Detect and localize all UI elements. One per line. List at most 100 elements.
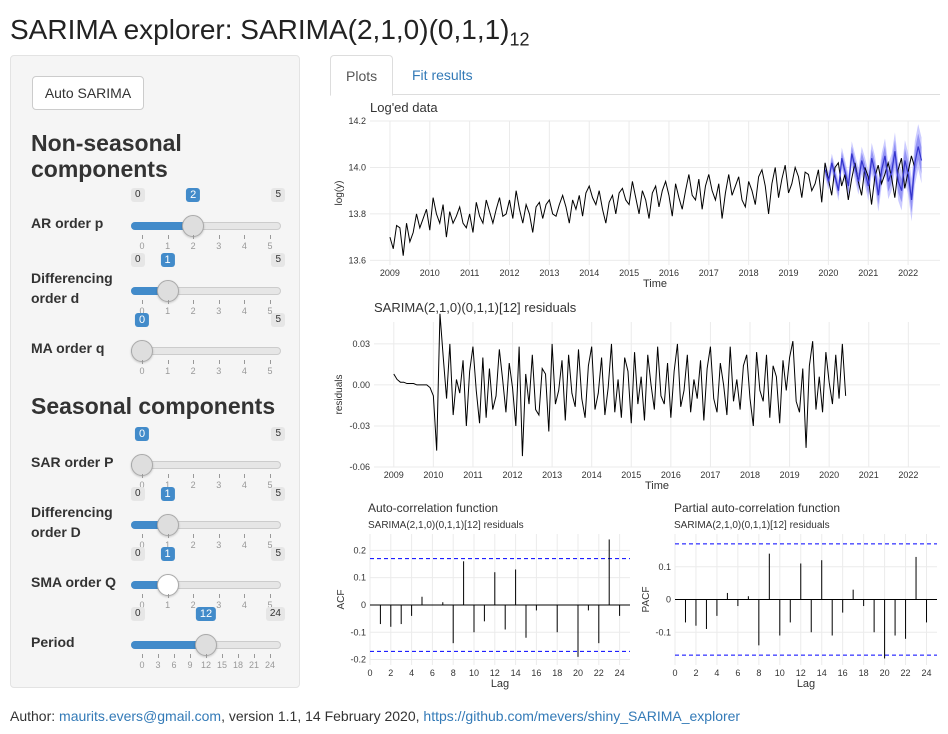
slider-handle[interactable] xyxy=(195,634,217,656)
slider-tick xyxy=(254,654,255,658)
slider-tick-label: 2 xyxy=(190,241,196,251)
slider-fill xyxy=(131,222,194,230)
slider-tick-label: 5 xyxy=(267,480,273,490)
slider-ticks: 0 1 2 3 4 5 xyxy=(131,474,281,490)
slider-tick xyxy=(142,534,143,538)
slider-tick xyxy=(244,300,246,304)
slider-tick-label: 4 xyxy=(241,480,247,490)
tab-plots[interactable]: Plots xyxy=(330,55,394,96)
slider-tick-label: 4 xyxy=(241,306,247,316)
x-tick-label: 6 xyxy=(735,668,740,678)
slider-tick xyxy=(270,534,271,538)
y-axis-title: residuals xyxy=(334,374,345,414)
slider-min-label: 0 xyxy=(131,253,145,267)
slider-tick xyxy=(218,300,220,304)
slider-handle[interactable] xyxy=(156,514,179,536)
x-tick-label: 2014 xyxy=(582,470,602,480)
slider-label-ma: MA order q xyxy=(31,340,105,356)
seasonal-heading: Seasonal components xyxy=(31,393,276,419)
x-tick-label: 10 xyxy=(775,668,785,678)
x-tick-label: 4 xyxy=(409,668,414,678)
slider-ar[interactable]: 0 5 2 0 1 2 3 4 5 xyxy=(131,188,291,251)
slider-tick-label: 2 xyxy=(190,480,196,490)
slider-tick-label: 0 xyxy=(139,660,145,670)
x-tick-label: 2 xyxy=(693,668,698,678)
slider-value-label: 2 xyxy=(186,188,201,202)
y-tick-label: 0.1 xyxy=(353,573,366,583)
slider-label-sd: Differencing order D xyxy=(31,504,113,540)
slider-label-d: Differencing order d xyxy=(31,270,113,306)
y-tick-label: 14.0 xyxy=(348,162,366,172)
slider-min-label: 0 xyxy=(131,188,145,202)
slider-tick xyxy=(218,474,220,478)
slider-handle[interactable] xyxy=(131,340,153,362)
sidebar-panel: Auto SARIMA Non-seasonal components Seas… xyxy=(10,55,300,688)
slider-tick-label: 5 xyxy=(267,540,273,550)
slider-sar[interactable]: 5 0 0 1 2 3 4 5 xyxy=(131,427,291,490)
x-tick-label: 22 xyxy=(901,668,911,678)
slider-track[interactable] xyxy=(131,347,281,355)
y-tick-label: 13.8 xyxy=(348,209,366,219)
slider-tick-label: 0 xyxy=(139,306,145,316)
slider-fill xyxy=(131,521,168,529)
slider-tick xyxy=(270,594,271,598)
slider-tick-label: 3 xyxy=(216,241,222,251)
x-tick-label: 12 xyxy=(796,668,806,678)
slider-tick xyxy=(270,235,271,239)
author-email-link[interactable]: maurits.evers@gmail.com xyxy=(59,708,222,724)
x-tick-label: 6 xyxy=(430,668,435,678)
x-tick-label: 2012 xyxy=(499,268,519,278)
slider-tick xyxy=(193,300,195,304)
y-tick-label: -0.2 xyxy=(350,655,366,665)
slider-tick-label: 24 xyxy=(264,660,276,670)
slider-track[interactable] xyxy=(131,461,281,469)
slider-tick xyxy=(218,360,220,364)
x-tick-label: 24 xyxy=(922,668,932,678)
slider-tick xyxy=(193,235,195,239)
x-tick-label: 12 xyxy=(490,668,500,678)
x-tick-label: 2015 xyxy=(621,470,641,480)
y-axis-title: log(y) xyxy=(334,180,345,205)
slider-tick xyxy=(238,654,239,658)
slider-tick xyxy=(142,360,143,364)
slider-tick xyxy=(218,235,220,239)
slider-tick-label: 4 xyxy=(241,366,247,376)
x-tick-label: 0 xyxy=(367,668,372,678)
slider-tick xyxy=(142,474,143,478)
slider-tick xyxy=(218,534,220,538)
slider-tick-label: 2 xyxy=(190,366,196,376)
auto-sarima-button[interactable]: Auto SARIMA xyxy=(32,76,144,110)
github-link[interactable]: https://github.com/mevers/shiny_SARIMA_e… xyxy=(423,708,741,724)
slider-tick-label: 3 xyxy=(216,480,222,490)
chart-title: Partial auto-correlation function xyxy=(674,501,840,515)
slider-tick xyxy=(174,654,175,658)
y-tick-label: -0.06 xyxy=(349,462,370,472)
x-tick-label: 2017 xyxy=(700,470,720,480)
slider-tick-label: 5 xyxy=(267,600,273,610)
slider-tick xyxy=(142,300,143,304)
slider-max-label: 5 xyxy=(271,188,285,202)
slider-handle[interactable] xyxy=(156,280,179,302)
slider-tick xyxy=(244,534,246,538)
slider-handle[interactable] xyxy=(182,215,205,237)
slider-handle[interactable] xyxy=(156,574,179,596)
y-tick-label: 0 xyxy=(361,600,366,610)
slider-ticks: 0 1 2 3 4 5 xyxy=(131,360,281,376)
slider-tick-label: 2 xyxy=(190,306,196,316)
slider-ma[interactable]: 5 0 0 1 2 3 4 5 xyxy=(131,313,291,376)
slider-handle[interactable] xyxy=(131,454,153,476)
slider-value-label: 12 xyxy=(195,607,217,621)
y-tick-label: 0.00 xyxy=(352,380,370,390)
x-tick-label: 2019 xyxy=(779,268,799,278)
slider-tick xyxy=(244,235,246,239)
slider-tick xyxy=(142,654,143,658)
x-tick-label: 2018 xyxy=(739,268,759,278)
slider-period[interactable]: 0 24 12 0 3 6 9 12 15 18 21 24 xyxy=(131,607,291,670)
x-tick-label: 2019 xyxy=(780,470,800,480)
tab-fit-results[interactable]: Fit results xyxy=(412,67,473,83)
page-title: SARIMA explorer: SARIMA(2,1,0)(0,1,1)12 xyxy=(10,14,530,50)
slider-tick-label: 6 xyxy=(171,660,177,670)
